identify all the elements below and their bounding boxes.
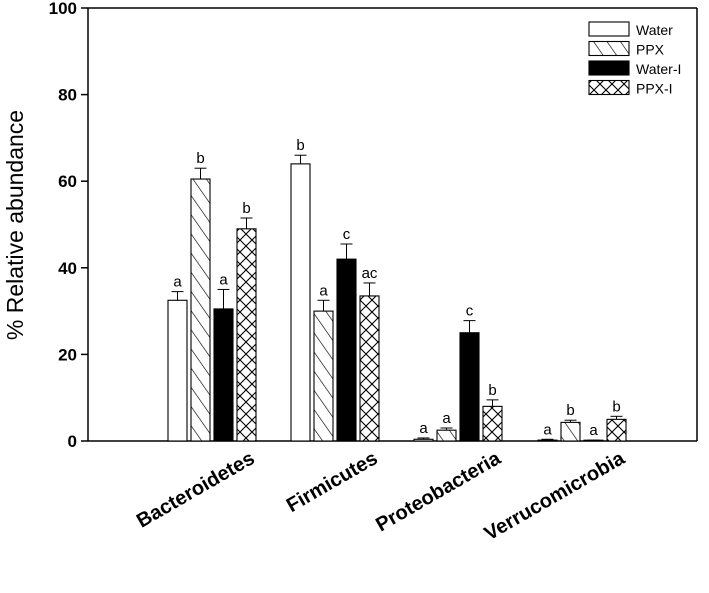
significance-label: a	[419, 420, 428, 437]
y-axis-title: % Relative abundance	[2, 110, 28, 340]
significance-label: b	[296, 137, 304, 154]
significance-label: a	[219, 271, 228, 288]
legend-label: Water-I	[636, 61, 681, 77]
significance-label: b	[196, 150, 204, 167]
bar-ppx-firmicutes	[313, 310, 334, 442]
bars: ababBacteroidetesbacacFirmicutesaacbProt…	[133, 137, 629, 545]
y-tick-label: 0	[68, 432, 77, 451]
significance-label: b	[612, 398, 620, 415]
bar-water-i-bacteroidetes	[213, 308, 234, 442]
legend-swatch	[588, 79, 630, 96]
y-tick-label: 60	[58, 172, 77, 191]
bar-ppx-i-proteobacteria	[482, 405, 503, 442]
significance-label: a	[173, 274, 182, 291]
legend-label: PPX	[636, 42, 665, 58]
bar-water-bacteroidetes	[167, 299, 188, 442]
y-tick-label: 100	[49, 0, 77, 18]
bar-ppx-i-bacteroidetes	[236, 228, 257, 442]
significance-label: c	[343, 226, 351, 243]
bar-water-firmicutes	[290, 163, 311, 442]
y-tick-label: 20	[58, 345, 77, 364]
y-tick-label: 40	[58, 259, 77, 278]
significance-label: ac	[362, 265, 378, 282]
legend-swatch	[588, 21, 630, 37]
bar-water-verrucomicrobia	[537, 439, 558, 442]
significance-label: b	[242, 200, 250, 217]
y-tick-label: 80	[58, 86, 77, 105]
legend: Water PPX Water-I PPX-I	[588, 21, 681, 97]
legend-label: Water	[636, 22, 673, 38]
bar-ppx-proteobacteria	[436, 429, 457, 442]
x-category-label: Bacteroidetes	[133, 447, 259, 532]
significance-label: b	[566, 402, 574, 419]
bar-ppx-bacteroidetes	[190, 178, 211, 442]
significance-label: c	[466, 303, 474, 320]
legend-swatch	[588, 40, 630, 57]
bar-ppx-i-verrucomicrobia	[606, 418, 627, 442]
bar-ppx-i-firmicutes	[359, 295, 380, 442]
bar-water-i-proteobacteria	[459, 332, 480, 442]
significance-label: a	[589, 422, 598, 439]
bar-water-i-firmicutes	[336, 258, 357, 442]
bar-water-proteobacteria	[413, 438, 434, 442]
x-category-label: Verrucomicrobia	[481, 447, 629, 545]
legend-label: PPX-I	[636, 81, 673, 97]
x-category-label: Firmicutes	[283, 447, 382, 517]
axes: 0 20 40 60 80 100	[49, 0, 698, 451]
legend-swatch	[588, 60, 630, 76]
significance-label: a	[442, 410, 451, 427]
bar-ppx-verrucomicrobia	[560, 421, 581, 442]
significance-label: a	[543, 421, 552, 438]
significance-label: b	[488, 382, 496, 399]
significance-label: a	[319, 282, 328, 299]
